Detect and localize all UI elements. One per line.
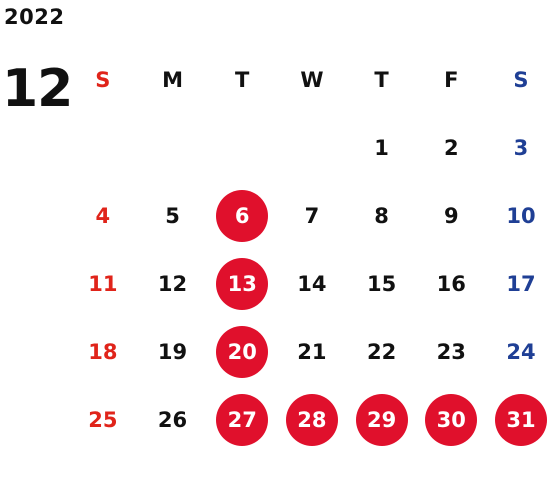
day-cell: 22 [347, 318, 417, 386]
day-number: 7 [304, 204, 320, 228]
day-number: 29 [355, 394, 408, 446]
weekday-header-tuesday: T [235, 68, 250, 92]
day-cell: 25 [68, 386, 138, 454]
weekday-header-saturday: S [513, 68, 529, 92]
day-cell: 19 [138, 318, 208, 386]
day-number: 20 [216, 326, 269, 378]
day-cell: 15 [347, 250, 417, 318]
weekday-header-thursday: T [374, 68, 389, 92]
day-number: 13 [216, 258, 269, 310]
day-cell: 14 [277, 250, 347, 318]
day-number: 9 [443, 204, 459, 228]
day-number [147, 122, 199, 174]
day-number: 3 [513, 136, 529, 160]
weekday-header-sunday: S [95, 68, 111, 92]
day-cell [138, 114, 208, 182]
day-number: 5 [165, 204, 180, 228]
month-number: 12 [2, 59, 73, 119]
weekday-header-wednesday: W [300, 68, 324, 92]
day-number: 11 [88, 272, 118, 296]
day-number: 26 [157, 408, 188, 432]
day-number: 18 [88, 340, 118, 364]
day-cell-highlighted: 27 [207, 386, 277, 454]
day-number: 24 [506, 340, 536, 364]
day-number: 10 [506, 204, 536, 228]
day-cell: 26 [138, 386, 208, 454]
day-cell [68, 114, 138, 182]
day-cell: 8 [347, 182, 417, 250]
day-number: 2 [443, 136, 459, 160]
weekday-header-friday: F [444, 68, 459, 92]
day-cell [207, 114, 277, 182]
day-cell [277, 114, 347, 182]
day-number: 19 [157, 340, 188, 364]
day-cell-highlighted: 6 [207, 182, 277, 250]
day-cell: 10 [486, 182, 548, 250]
calendar-grid: S M T W T F S 1 2 3 4 5 6 7 8 9 10 11 12… [68, 46, 548, 454]
day-cell-highlighted: 29 [347, 386, 417, 454]
day-cell: 23 [416, 318, 486, 386]
year-label: 2022 [4, 5, 65, 29]
day-number: 21 [297, 340, 327, 364]
day-cell-highlighted: 28 [277, 386, 347, 454]
day-number: 1 [374, 136, 389, 160]
day-cell-highlighted: 31 [486, 386, 548, 454]
day-number: 14 [297, 272, 327, 296]
day-number: 28 [285, 394, 338, 446]
day-number [286, 122, 338, 174]
day-number: 4 [95, 204, 111, 228]
day-cell: 7 [277, 182, 347, 250]
day-cell: 3 [486, 114, 548, 182]
day-cell-highlighted: 30 [416, 386, 486, 454]
day-number: 12 [157, 272, 188, 296]
day-number: 6 [216, 190, 269, 242]
day-cell: 4 [68, 182, 138, 250]
day-cell: 2 [416, 114, 486, 182]
day-number: 23 [436, 340, 466, 364]
day-cell: 12 [138, 250, 208, 318]
day-number: 25 [88, 408, 118, 432]
day-cell: 24 [486, 318, 548, 386]
day-cell: 1 [347, 114, 417, 182]
day-number: 15 [366, 272, 397, 296]
day-number [77, 122, 129, 174]
day-cell-highlighted: 20 [207, 318, 277, 386]
day-cell: 5 [138, 182, 208, 250]
day-number: 22 [366, 340, 397, 364]
day-number: 8 [374, 204, 389, 228]
day-number [216, 122, 268, 174]
day-number: 17 [506, 272, 536, 296]
day-cell: 21 [277, 318, 347, 386]
day-number: 31 [494, 394, 547, 446]
day-cell-highlighted: 13 [207, 250, 277, 318]
day-cell: 17 [486, 250, 548, 318]
day-cell: 18 [68, 318, 138, 386]
day-cell: 16 [416, 250, 486, 318]
day-number: 27 [216, 394, 269, 446]
day-cell: 11 [68, 250, 138, 318]
day-number: 16 [436, 272, 466, 296]
day-cell: 9 [416, 182, 486, 250]
weekday-header-monday: M [162, 68, 183, 92]
day-number: 30 [425, 394, 478, 446]
